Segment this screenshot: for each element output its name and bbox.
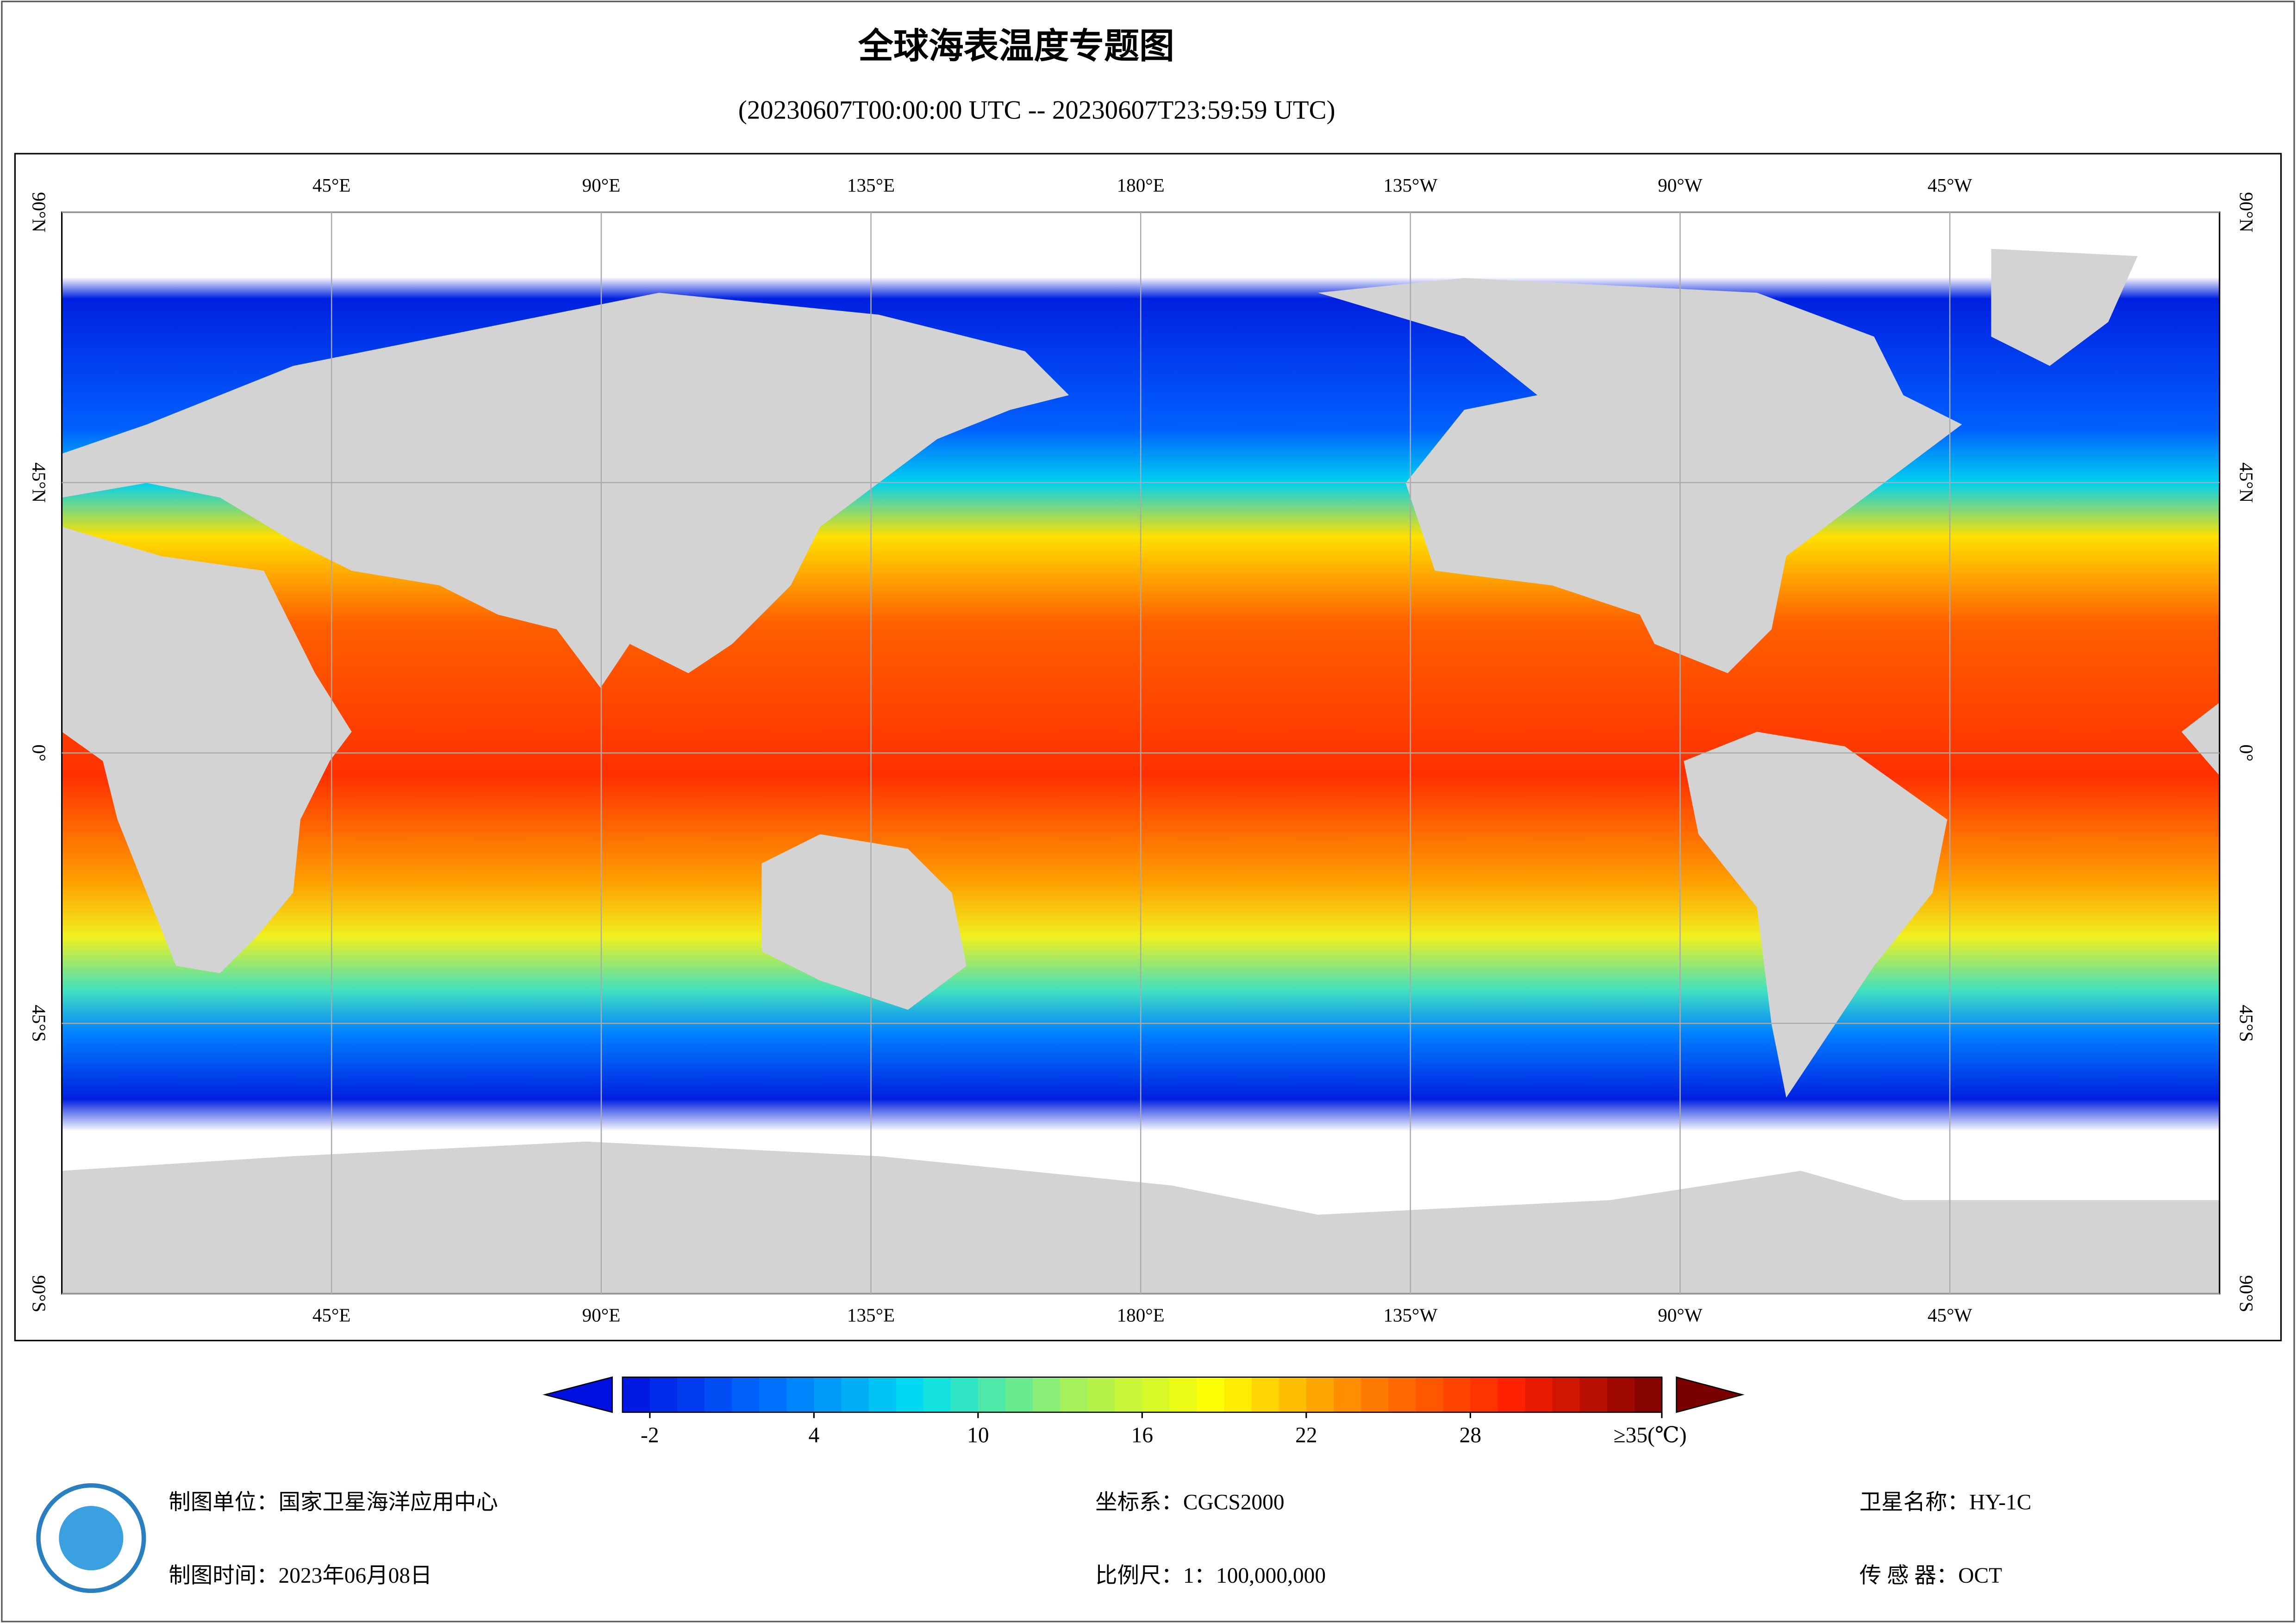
colorbar-cell (1607, 1377, 1635, 1412)
footer-sensor: 传 感 器：OCT (1859, 1564, 2002, 1588)
lon-label-top: 45°E (312, 174, 351, 196)
lat-label-right: 90°S (2236, 1275, 2257, 1312)
lon-label-top: 90°W (1658, 174, 1703, 196)
lat-label-left: 45°S (28, 1005, 50, 1042)
colorbar-cell (1443, 1377, 1471, 1412)
lon-label-top: 135°E (847, 174, 895, 196)
colorbar-tick-label: 22 (1295, 1423, 1317, 1447)
land (62, 292, 1069, 688)
lon-label-bottom: 90°E (582, 1305, 621, 1326)
lat-label-left: 90°N (28, 192, 50, 232)
colorbar-cell (1470, 1377, 1499, 1412)
colorbar-cell (1033, 1377, 1061, 1412)
colorbar-cell (1579, 1377, 1608, 1412)
colorbar-cell (1115, 1377, 1143, 1412)
lat-label-right: 45°N (2236, 462, 2257, 503)
colorbar-cell (649, 1377, 678, 1412)
lon-label-top: 45°W (1928, 174, 1972, 196)
colorbar-cell (868, 1377, 897, 1412)
map-frame (14, 153, 2282, 1342)
colorbar-cell (1279, 1377, 1307, 1412)
lon-label-top: 90°E (582, 174, 621, 196)
lon-label-bottom: 135°E (847, 1305, 895, 1326)
footer-time: 制图时间：2023年06月08日 (168, 1564, 432, 1588)
colorbar-cell (1416, 1377, 1444, 1412)
colorbar-tick-label: 16 (1131, 1423, 1153, 1447)
land (2181, 702, 2220, 776)
colorbar-tick-label: -2 (641, 1423, 659, 1447)
colorbar-min-arrow (543, 1376, 613, 1413)
land (1991, 249, 2138, 366)
lon-label-bottom: 45°W (1928, 1305, 1972, 1326)
colorbar-tick-label: ≥35(℃) (1614, 1423, 1687, 1447)
colorbar-cell (759, 1377, 787, 1412)
colorbar-cell (1005, 1377, 1034, 1412)
colorbar-tick-label: 10 (967, 1423, 989, 1447)
colorbar-cell (1388, 1377, 1416, 1412)
colorbar-cell (786, 1377, 815, 1412)
colorbar-cell (1525, 1377, 1554, 1412)
land (1317, 278, 1962, 673)
colorbar-cell (923, 1377, 952, 1412)
land (62, 527, 352, 973)
land (761, 834, 967, 1010)
colorbar-cell (1306, 1377, 1335, 1412)
lat-label-left: 0° (28, 745, 50, 762)
colorbar-cell (896, 1377, 924, 1412)
colorbar-cell (1224, 1377, 1253, 1412)
colorbar-tick-label: 4 (808, 1423, 819, 1447)
footer-scale: 比例尺：1：100,000,000 (1095, 1564, 1326, 1588)
colorbar-cell (978, 1377, 1006, 1412)
colorbar-cell (622, 1377, 651, 1412)
footer-unit: 制图单位：国家卫星海洋应用中心 (168, 1491, 498, 1515)
colorbar-cell (1251, 1377, 1280, 1412)
land (1684, 732, 1947, 1098)
colorbar-cell (677, 1377, 705, 1412)
lat-label-right: 90°N (2236, 192, 2257, 232)
lon-label-top: 135°W (1383, 174, 1437, 196)
colorbar-cell (1142, 1377, 1171, 1412)
colorbar-cell (841, 1377, 870, 1412)
lat-label-left: 90°S (28, 1275, 50, 1312)
colorbar-cell (1634, 1377, 1663, 1412)
colorbar-cell (1497, 1377, 1526, 1412)
lat-label-right: 0° (2236, 745, 2257, 762)
lon-label-bottom: 135°W (1383, 1305, 1437, 1326)
footer-satellite: 卫星名称：HY-1C (1859, 1491, 2031, 1515)
colorbar-cell (814, 1377, 842, 1412)
colorbar-cell (1197, 1377, 1225, 1412)
logo-globe (59, 1506, 124, 1571)
colorbar-cell (1552, 1377, 1581, 1412)
colorbar-cell (1169, 1377, 1198, 1412)
colorbar-cell (1060, 1377, 1088, 1412)
colorbar-cell (1361, 1377, 1389, 1412)
subtitle: (20230607T00:00:00 UTC -- 20230607T23:59… (738, 96, 1335, 125)
lon-label-bottom: 90°W (1658, 1305, 1703, 1326)
lat-label-left: 45°N (28, 462, 50, 503)
lon-label-bottom: 180°E (1117, 1305, 1165, 1326)
lon-label-bottom: 45°E (312, 1305, 351, 1326)
colorbar-tick-label: 28 (1460, 1423, 1481, 1447)
colorbar-cell (732, 1377, 760, 1412)
colorbar-max-arrow (1676, 1376, 1745, 1413)
lat-label-right: 45°S (2236, 1005, 2257, 1042)
footer-crs: 坐标系：CGCS2000 (1095, 1491, 1284, 1515)
colorbar-cell (704, 1377, 733, 1412)
colorbar-cell (950, 1377, 979, 1412)
colorbar-cell (1087, 1377, 1116, 1412)
colorbar-cell (1333, 1377, 1362, 1412)
title: 全球海表温度专题图 (858, 25, 1174, 66)
lon-label-top: 180°E (1117, 174, 1165, 196)
